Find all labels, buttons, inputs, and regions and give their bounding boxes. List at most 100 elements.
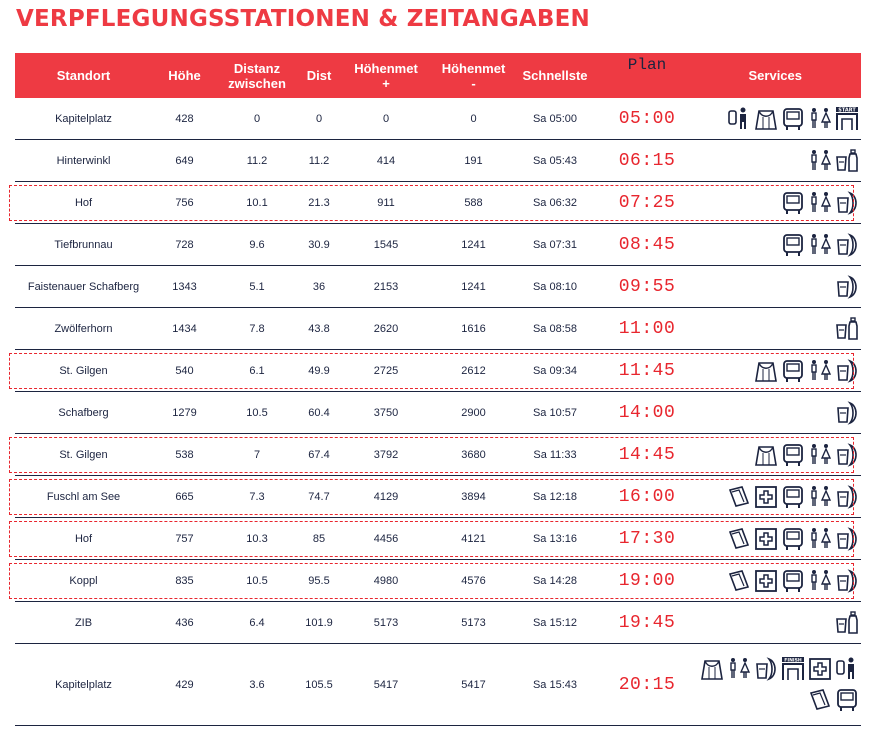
table-row: Koppl 835 10.5 95.5 4980 4576 Sa 14:28 19:00 — [15, 560, 861, 602]
toilet-icon — [727, 655, 751, 683]
table-row: Kapitelplatz 428 0 0 0 0 Sa 05:00 05:00 START — [15, 98, 861, 140]
cell-standort: St. Gilgen — [59, 364, 108, 377]
cell-plan: 11:00 — [618, 318, 676, 339]
table-row: St. Gilgen 538 7 67.4 3792 3680 Sa 11:33 14:45 — [15, 434, 861, 476]
cell-dist: 30.9 — [308, 238, 330, 251]
cell-hplus: 4129 — [373, 490, 399, 503]
cell-plan: 05:00 — [618, 108, 676, 129]
cell-plan: 07:25 — [618, 192, 676, 213]
cell-dist: 74.7 — [308, 490, 330, 503]
cell-plan: 16:00 — [618, 486, 676, 507]
header-distanz-line2: zwischen — [228, 75, 286, 91]
cell-schnellste: Sa 14:28 — [532, 574, 578, 587]
cell-distanz: 7 — [253, 448, 261, 461]
toilet-icon — [808, 189, 832, 217]
header-distanz-line1: Distanz — [233, 60, 281, 76]
cell-schnellste: Sa 08:58 — [532, 322, 578, 335]
food-icon — [835, 189, 859, 217]
services-icons — [700, 224, 861, 265]
food-icon — [754, 655, 778, 683]
cell-standort: Kapitelplatz — [55, 678, 112, 691]
cell-standort: Hof — [74, 532, 93, 545]
cell-plan: 20:15 — [618, 674, 676, 695]
services-icons — [700, 266, 861, 307]
services-icons: START — [700, 98, 861, 139]
cell-schnellste: Sa 08:10 — [532, 280, 578, 293]
header-hoehe: Höhe — [168, 68, 201, 83]
services-icons — [700, 434, 861, 475]
cell-dist: 43.8 — [308, 322, 330, 335]
cell-plan: 17:30 — [618, 528, 676, 549]
services-icons — [700, 308, 861, 349]
cell-schnellste: Sa 15:12 — [532, 616, 578, 629]
towel-icon — [727, 567, 751, 595]
toilet-icon — [808, 147, 832, 175]
towel-icon — [727, 525, 751, 553]
cell-plan: 09:55 — [618, 276, 676, 297]
cell-hminus: 4121 — [461, 532, 486, 545]
bus-icon — [781, 231, 805, 259]
bib-person-icon — [835, 655, 859, 683]
food-icon — [835, 357, 859, 385]
cell-hplus: 5417 — [373, 678, 399, 691]
cell-hoehe: 538 — [175, 448, 194, 461]
food-icon — [835, 231, 859, 259]
toilet-icon — [808, 231, 832, 259]
food-icon — [835, 567, 859, 595]
cell-dist: 36 — [312, 280, 326, 293]
drinks-icon — [835, 315, 859, 343]
cell-plan: 19:00 — [618, 570, 676, 591]
cell-hminus: 3680 — [461, 448, 486, 461]
svg-text:FINISH: FINISH — [784, 657, 802, 663]
cell-hoehe: 757 — [175, 532, 194, 545]
stations-table: Standort Höhe Distanz zwischen Dist Höhen… — [15, 53, 861, 726]
bus-icon — [781, 105, 805, 133]
table-row: Kapitelplatz 429 3.6 105.5 5417 5417 Sa 15:43 2… — [15, 644, 861, 726]
cell-distanz: 10.5 — [246, 574, 268, 587]
cell-hoehe: 436 — [175, 616, 194, 629]
bag-icon — [700, 655, 724, 683]
cell-dist: 11.2 — [308, 154, 330, 167]
svg-text:START: START — [838, 107, 856, 113]
header-hminus-line1: Höhenmet — [441, 60, 506, 76]
bus-icon — [781, 525, 805, 553]
table-row: Faistenauer Schafberg 1343 5.1 36 2153 1241 Sa… — [15, 266, 861, 308]
cell-plan: 19:45 — [618, 612, 676, 633]
toilet-icon — [808, 483, 832, 511]
cell-hplus: 2620 — [373, 322, 399, 335]
services-icons — [700, 602, 861, 643]
cell-dist: 95.5 — [308, 574, 330, 587]
cell-standort: ZIB — [74, 616, 93, 629]
cell-hplus: 4980 — [373, 574, 399, 587]
header-plan: Plan — [627, 56, 667, 74]
header-hoehenmeter-plus: Höhenmet + — [341, 53, 431, 98]
first-aid-icon — [754, 567, 778, 595]
cell-hminus: 1616 — [461, 322, 486, 335]
services-icons — [700, 140, 861, 181]
cell-schnellste: Sa 05:00 — [532, 112, 578, 125]
cell-plan: 08:45 — [618, 234, 676, 255]
services-icons: FINISH — [700, 644, 861, 725]
cell-hplus: 0 — [382, 112, 390, 125]
first-aid-icon — [754, 525, 778, 553]
cell-distanz: 6.1 — [249, 364, 265, 377]
towel-icon — [727, 483, 751, 511]
cell-hminus: 1241 — [461, 238, 486, 251]
food-icon — [835, 525, 859, 553]
first-aid-icon — [808, 655, 832, 683]
cell-hminus: 4576 — [461, 574, 486, 587]
cell-hminus: 5417 — [461, 678, 486, 691]
toilet-icon — [808, 357, 832, 385]
cell-distanz: 11.2 — [246, 154, 268, 167]
bus-icon — [781, 441, 805, 469]
cell-distanz: 10.1 — [246, 196, 268, 209]
header-hoehenmeter-minus: Höhenmet - — [431, 53, 516, 98]
cell-schnellste: Sa 11:33 — [533, 448, 577, 461]
cell-schnellste: Sa 12:18 — [532, 490, 578, 503]
cell-standort: Tiefbrunnau — [54, 238, 113, 251]
table-row: Hof 756 10.1 21.3 911 588 Sa 06:32 07:25 — [15, 182, 861, 224]
cell-hoehe: 728 — [175, 238, 194, 251]
cell-distanz: 5.1 — [249, 280, 265, 293]
cell-hplus: 2153 — [373, 280, 399, 293]
bus-icon — [781, 357, 805, 385]
